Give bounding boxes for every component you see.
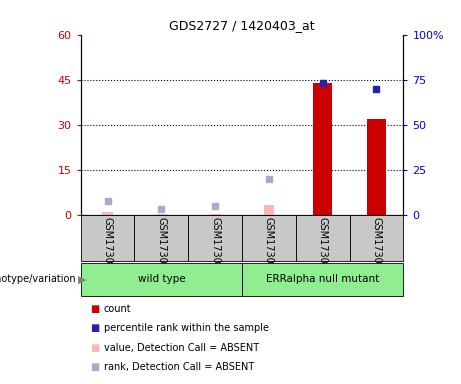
Bar xyxy=(296,215,349,261)
Text: wild type: wild type xyxy=(137,274,185,284)
Text: GSM173006: GSM173006 xyxy=(156,217,166,276)
Bar xyxy=(188,215,242,261)
Text: ■: ■ xyxy=(90,362,99,372)
Text: rank, Detection Call = ABSENT: rank, Detection Call = ABSENT xyxy=(104,362,254,372)
Text: ▶: ▶ xyxy=(78,274,87,285)
Bar xyxy=(264,205,274,215)
Text: GSM173010: GSM173010 xyxy=(372,217,382,276)
Bar xyxy=(349,215,403,261)
Title: GDS2727 / 1420403_at: GDS2727 / 1420403_at xyxy=(169,19,315,32)
Bar xyxy=(242,263,403,296)
Text: ERRalpha null mutant: ERRalpha null mutant xyxy=(266,274,379,284)
Text: GSM173008: GSM173008 xyxy=(264,217,274,276)
Bar xyxy=(156,214,167,215)
Text: GSM173009: GSM173009 xyxy=(318,217,328,276)
Bar xyxy=(81,215,135,261)
Text: ■: ■ xyxy=(90,323,99,333)
Text: ■: ■ xyxy=(90,343,99,353)
Text: genotype/variation: genotype/variation xyxy=(0,274,76,285)
Text: count: count xyxy=(104,304,131,314)
Bar xyxy=(135,215,188,261)
Bar xyxy=(102,212,113,215)
Bar xyxy=(242,215,296,261)
Bar xyxy=(367,119,386,215)
Text: ■: ■ xyxy=(90,304,99,314)
Text: value, Detection Call = ABSENT: value, Detection Call = ABSENT xyxy=(104,343,259,353)
Bar xyxy=(81,263,242,296)
Bar xyxy=(313,83,332,215)
Text: GSM173005: GSM173005 xyxy=(102,217,112,276)
Text: percentile rank within the sample: percentile rank within the sample xyxy=(104,323,269,333)
Bar xyxy=(210,214,220,215)
Text: GSM173007: GSM173007 xyxy=(210,217,220,276)
